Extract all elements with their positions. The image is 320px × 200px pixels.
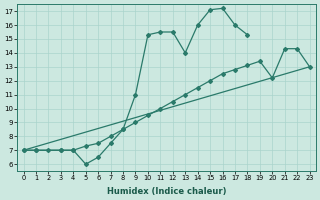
X-axis label: Humidex (Indice chaleur): Humidex (Indice chaleur) (107, 187, 226, 196)
